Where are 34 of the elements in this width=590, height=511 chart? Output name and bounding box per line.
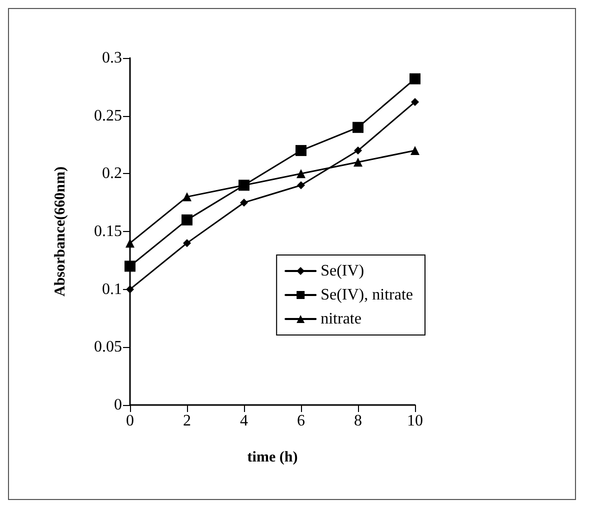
y-tick-label: 0 <box>114 396 122 414</box>
point <box>124 260 136 272</box>
point <box>296 145 306 156</box>
x-tick-label: 6 <box>297 412 305 430</box>
y-tick-label: 0.3 <box>102 50 122 66</box>
y-tick-label: 0.25 <box>94 107 122 124</box>
point <box>126 285 134 294</box>
point <box>126 238 134 248</box>
legend-label: nitrate <box>320 310 362 328</box>
x-tick-label: 10 <box>407 412 423 430</box>
point <box>297 181 305 190</box>
x-tick-label: 4 <box>240 412 248 430</box>
x-tick-label: 0 <box>126 412 134 430</box>
point <box>183 239 191 248</box>
point <box>296 169 306 178</box>
x-tick-label: 2 <box>183 412 191 430</box>
x-tick-label: 8 <box>354 412 362 430</box>
point <box>352 122 364 133</box>
point <box>354 146 362 155</box>
legend-label: Se(IV), nitrate <box>320 286 413 304</box>
point <box>411 98 419 106</box>
point <box>240 198 248 207</box>
y-tick-label: 0.2 <box>102 165 122 182</box>
legend-label: Se(IV) <box>320 262 364 280</box>
point <box>410 73 420 84</box>
y-tick-label: 0.1 <box>102 280 122 298</box>
y-axis-title: Absorbance(660nm) <box>52 166 68 296</box>
y-tick-label: 0.05 <box>94 338 122 356</box>
y-tick-label: 0.15 <box>94 223 122 240</box>
point <box>354 158 362 167</box>
point <box>410 146 420 156</box>
point <box>182 214 192 226</box>
x-axis-title: time (h) <box>247 450 298 466</box>
point <box>182 192 192 202</box>
